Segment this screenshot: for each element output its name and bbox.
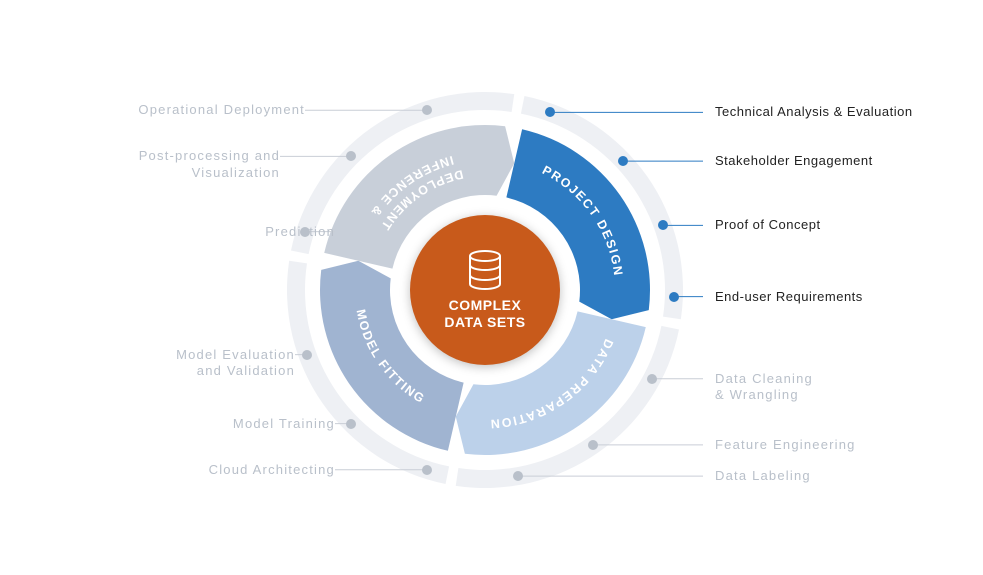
bullet-dot bbox=[658, 220, 668, 230]
bullet-dot bbox=[422, 465, 432, 475]
lifecycle-diagram: { "canvas": { "width": 983, "height": 57… bbox=[0, 0, 983, 575]
database-icon bbox=[465, 249, 505, 291]
bullet-text: Data Cleaning & Wrangling bbox=[715, 371, 813, 404]
bullet-text: Operational Deployment bbox=[75, 102, 305, 118]
bullet-text: Prediction bbox=[105, 224, 335, 240]
bullet-dot bbox=[346, 419, 356, 429]
bullet-text: Model Evaluation and Validation bbox=[65, 347, 295, 380]
bullet-text: Post-processing and Visualization bbox=[50, 148, 280, 181]
bullet-text: Data Labeling bbox=[715, 468, 811, 484]
bullet-text: Cloud Architecting bbox=[105, 462, 335, 478]
bullet-dot bbox=[669, 292, 679, 302]
center-circle: COMPLEX DATA SETS bbox=[410, 215, 560, 365]
bullet-text: Feature Engineering bbox=[715, 437, 856, 453]
bullet-text: Technical Analysis & Evaluation bbox=[715, 104, 913, 120]
bullet-text: Proof of Concept bbox=[715, 217, 821, 233]
bullet-text: End-user Requirements bbox=[715, 289, 863, 305]
bullet-text: Stakeholder Engagement bbox=[715, 153, 873, 169]
bullet-dot bbox=[422, 105, 432, 115]
center-title-line2: DATA SETS bbox=[444, 314, 525, 330]
center-title-line1: COMPLEX bbox=[449, 297, 522, 313]
bullet-dot bbox=[647, 374, 657, 384]
bullet-dot bbox=[513, 471, 523, 481]
bullet-text: Model Training bbox=[105, 416, 335, 432]
center-title: COMPLEX DATA SETS bbox=[444, 297, 525, 332]
